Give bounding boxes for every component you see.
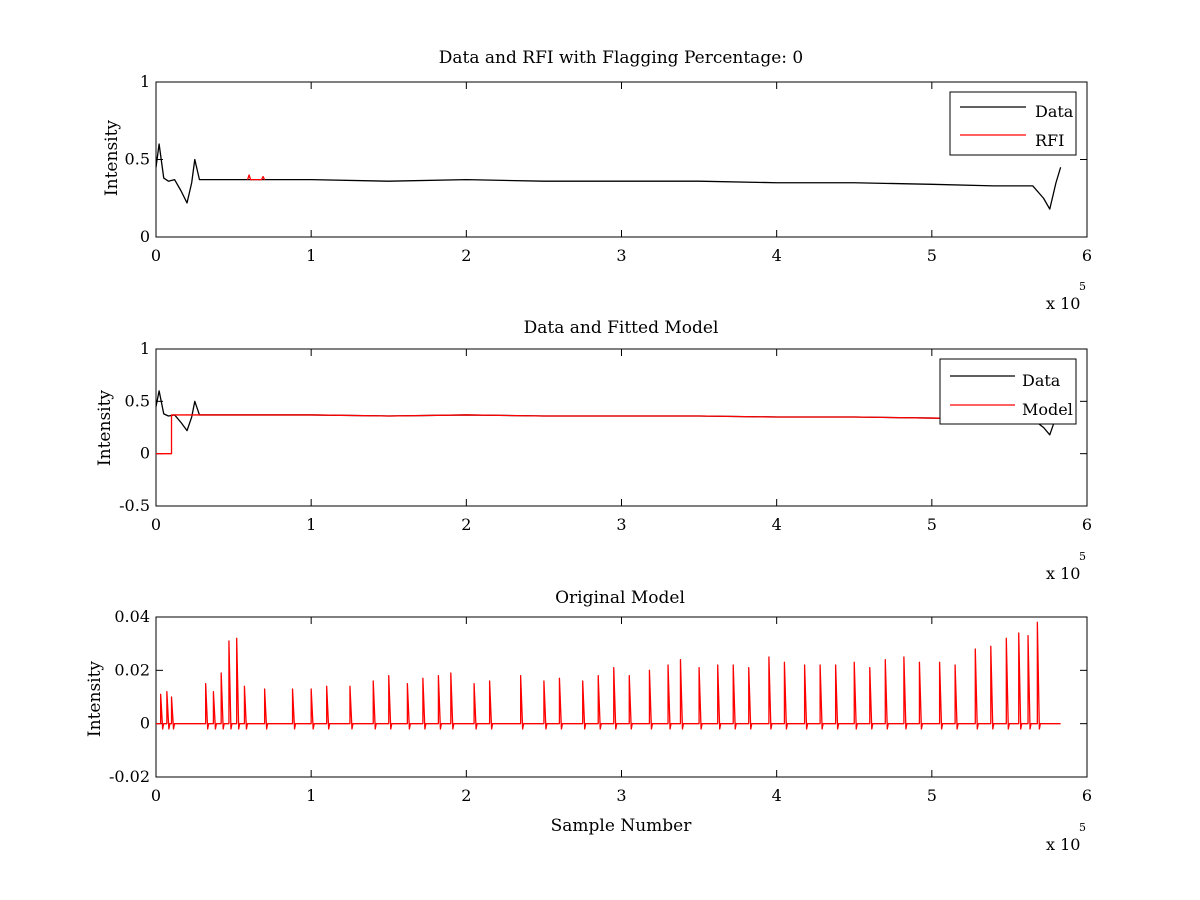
subplot-3-exponent: x 10 5	[1046, 821, 1086, 854]
subplot-1-legend-label-rfi: RFI	[1035, 131, 1064, 150]
subplot-2: Data and Fitted Model Intensity 0 1 2 3 4 5 6 -…	[95, 318, 1092, 583]
subplot-2-series-model	[156, 414, 1025, 455]
subplot-1-ytick-label: 1	[140, 72, 150, 91]
subplot-1-exponent-label: x 10	[1046, 294, 1080, 313]
subplot-2-xtick-label: 0	[151, 515, 161, 534]
subplot-2-legend: Data Model	[939, 358, 1077, 425]
subplot-1-xtick-label: 4	[772, 246, 782, 265]
subplot-1: Data and RFI with Flagging Percentage: 0…	[102, 48, 1092, 313]
subplot-1-series-rfi	[246, 174, 266, 181]
subplot-2-title: Data and Fitted Model	[524, 318, 719, 338]
subplot-1-legend-box	[949, 91, 1077, 156]
subplot-3-xtick-label: 5	[927, 786, 937, 805]
subplot-2-xtick-label: 5	[927, 515, 937, 534]
subplot-1-xtick-label: 1	[306, 246, 316, 265]
subplot-1-legend: Data RFI	[949, 91, 1077, 156]
subplot-1-xtick-label: 0	[151, 246, 161, 265]
subplot-3-exponent-value: 5	[1079, 821, 1086, 834]
subplot-2-exponent-label: x 10	[1046, 564, 1080, 583]
subplot-2-ytick-label: -0.5	[119, 496, 150, 515]
subplot-3-ytick-label: -0.02	[109, 767, 150, 786]
subplot-3-xtick-label: 4	[772, 786, 782, 805]
subplot-2-ylabel: Intensity	[95, 390, 115, 466]
subplot-3-series-model	[156, 621, 1061, 730]
subplot-2-xtick-label: 1	[306, 515, 316, 534]
subplot-3-xtick-label: 2	[461, 786, 471, 805]
subplot-3-exponent-label: x 10	[1046, 835, 1080, 854]
subplot-2-ytick-label: 0	[140, 444, 150, 463]
subplot-1-ytick-label: 0	[140, 227, 150, 246]
subplot-1-exponent: x 10 5	[1046, 280, 1086, 313]
subplot-2-exponent-value: 5	[1079, 550, 1086, 563]
subplot-2-legend-label-data: Data	[1022, 371, 1061, 390]
subplot-2-xtick-label: 4	[772, 515, 782, 534]
subplot-3-title: Original Model	[555, 588, 685, 608]
subplot-1-exponent-value: 5	[1079, 280, 1086, 293]
subplot-2-ytick-label: 1	[140, 339, 150, 358]
subplot-1-ylabel: Intensity	[102, 120, 122, 196]
subplot-1-ytick-label: 0.5	[125, 150, 150, 169]
subplot-2-ytick-label: 0.5	[125, 391, 150, 410]
subplot-3-xtick-label: 0	[151, 786, 161, 805]
subplot-3-xlabel: Sample Number	[551, 816, 693, 836]
subplot-2-xtick-label: 2	[461, 515, 471, 534]
subplot-1-plot-area: 0 1 2 3 4 5 6 0 0.5 1	[125, 72, 1093, 265]
subplot-1-legend-label-data: Data	[1035, 102, 1074, 121]
subplot-3-ylabel: Intensity	[85, 661, 105, 737]
subplot-2-legend-label-model: Model	[1022, 400, 1073, 419]
subplot-1-title: Data and RFI with Flagging Percentage: 0	[439, 48, 803, 68]
subplot-1-xtick-label: 5	[927, 246, 937, 265]
subplot-3-ytick-label: 0.02	[114, 660, 150, 679]
subplot-3-xtick-label: 6	[1082, 786, 1092, 805]
subplot-3-ytick-label: 0.04	[114, 607, 150, 626]
subplot-1-xtick-label: 3	[616, 246, 626, 265]
subplot-1-xtick-label: 6	[1082, 246, 1092, 265]
subplot-1-xtick-label: 2	[461, 246, 471, 265]
subplot-3-ytick-label: 0	[140, 714, 150, 733]
subplot-1-series-data	[155, 143, 1062, 210]
subplot-2-xtick-label: 3	[616, 515, 626, 534]
subplot-2-legend-box	[939, 358, 1077, 425]
subplot-3-xtick-label: 3	[616, 786, 626, 805]
subplot-2-xtick-label: 6	[1082, 515, 1092, 534]
subplot-2-exponent: x 10 5	[1046, 550, 1086, 583]
subplot-3-xtick-label: 1	[306, 786, 316, 805]
subplot-3: Original Model Intensity Sample Number 0…	[85, 588, 1092, 854]
